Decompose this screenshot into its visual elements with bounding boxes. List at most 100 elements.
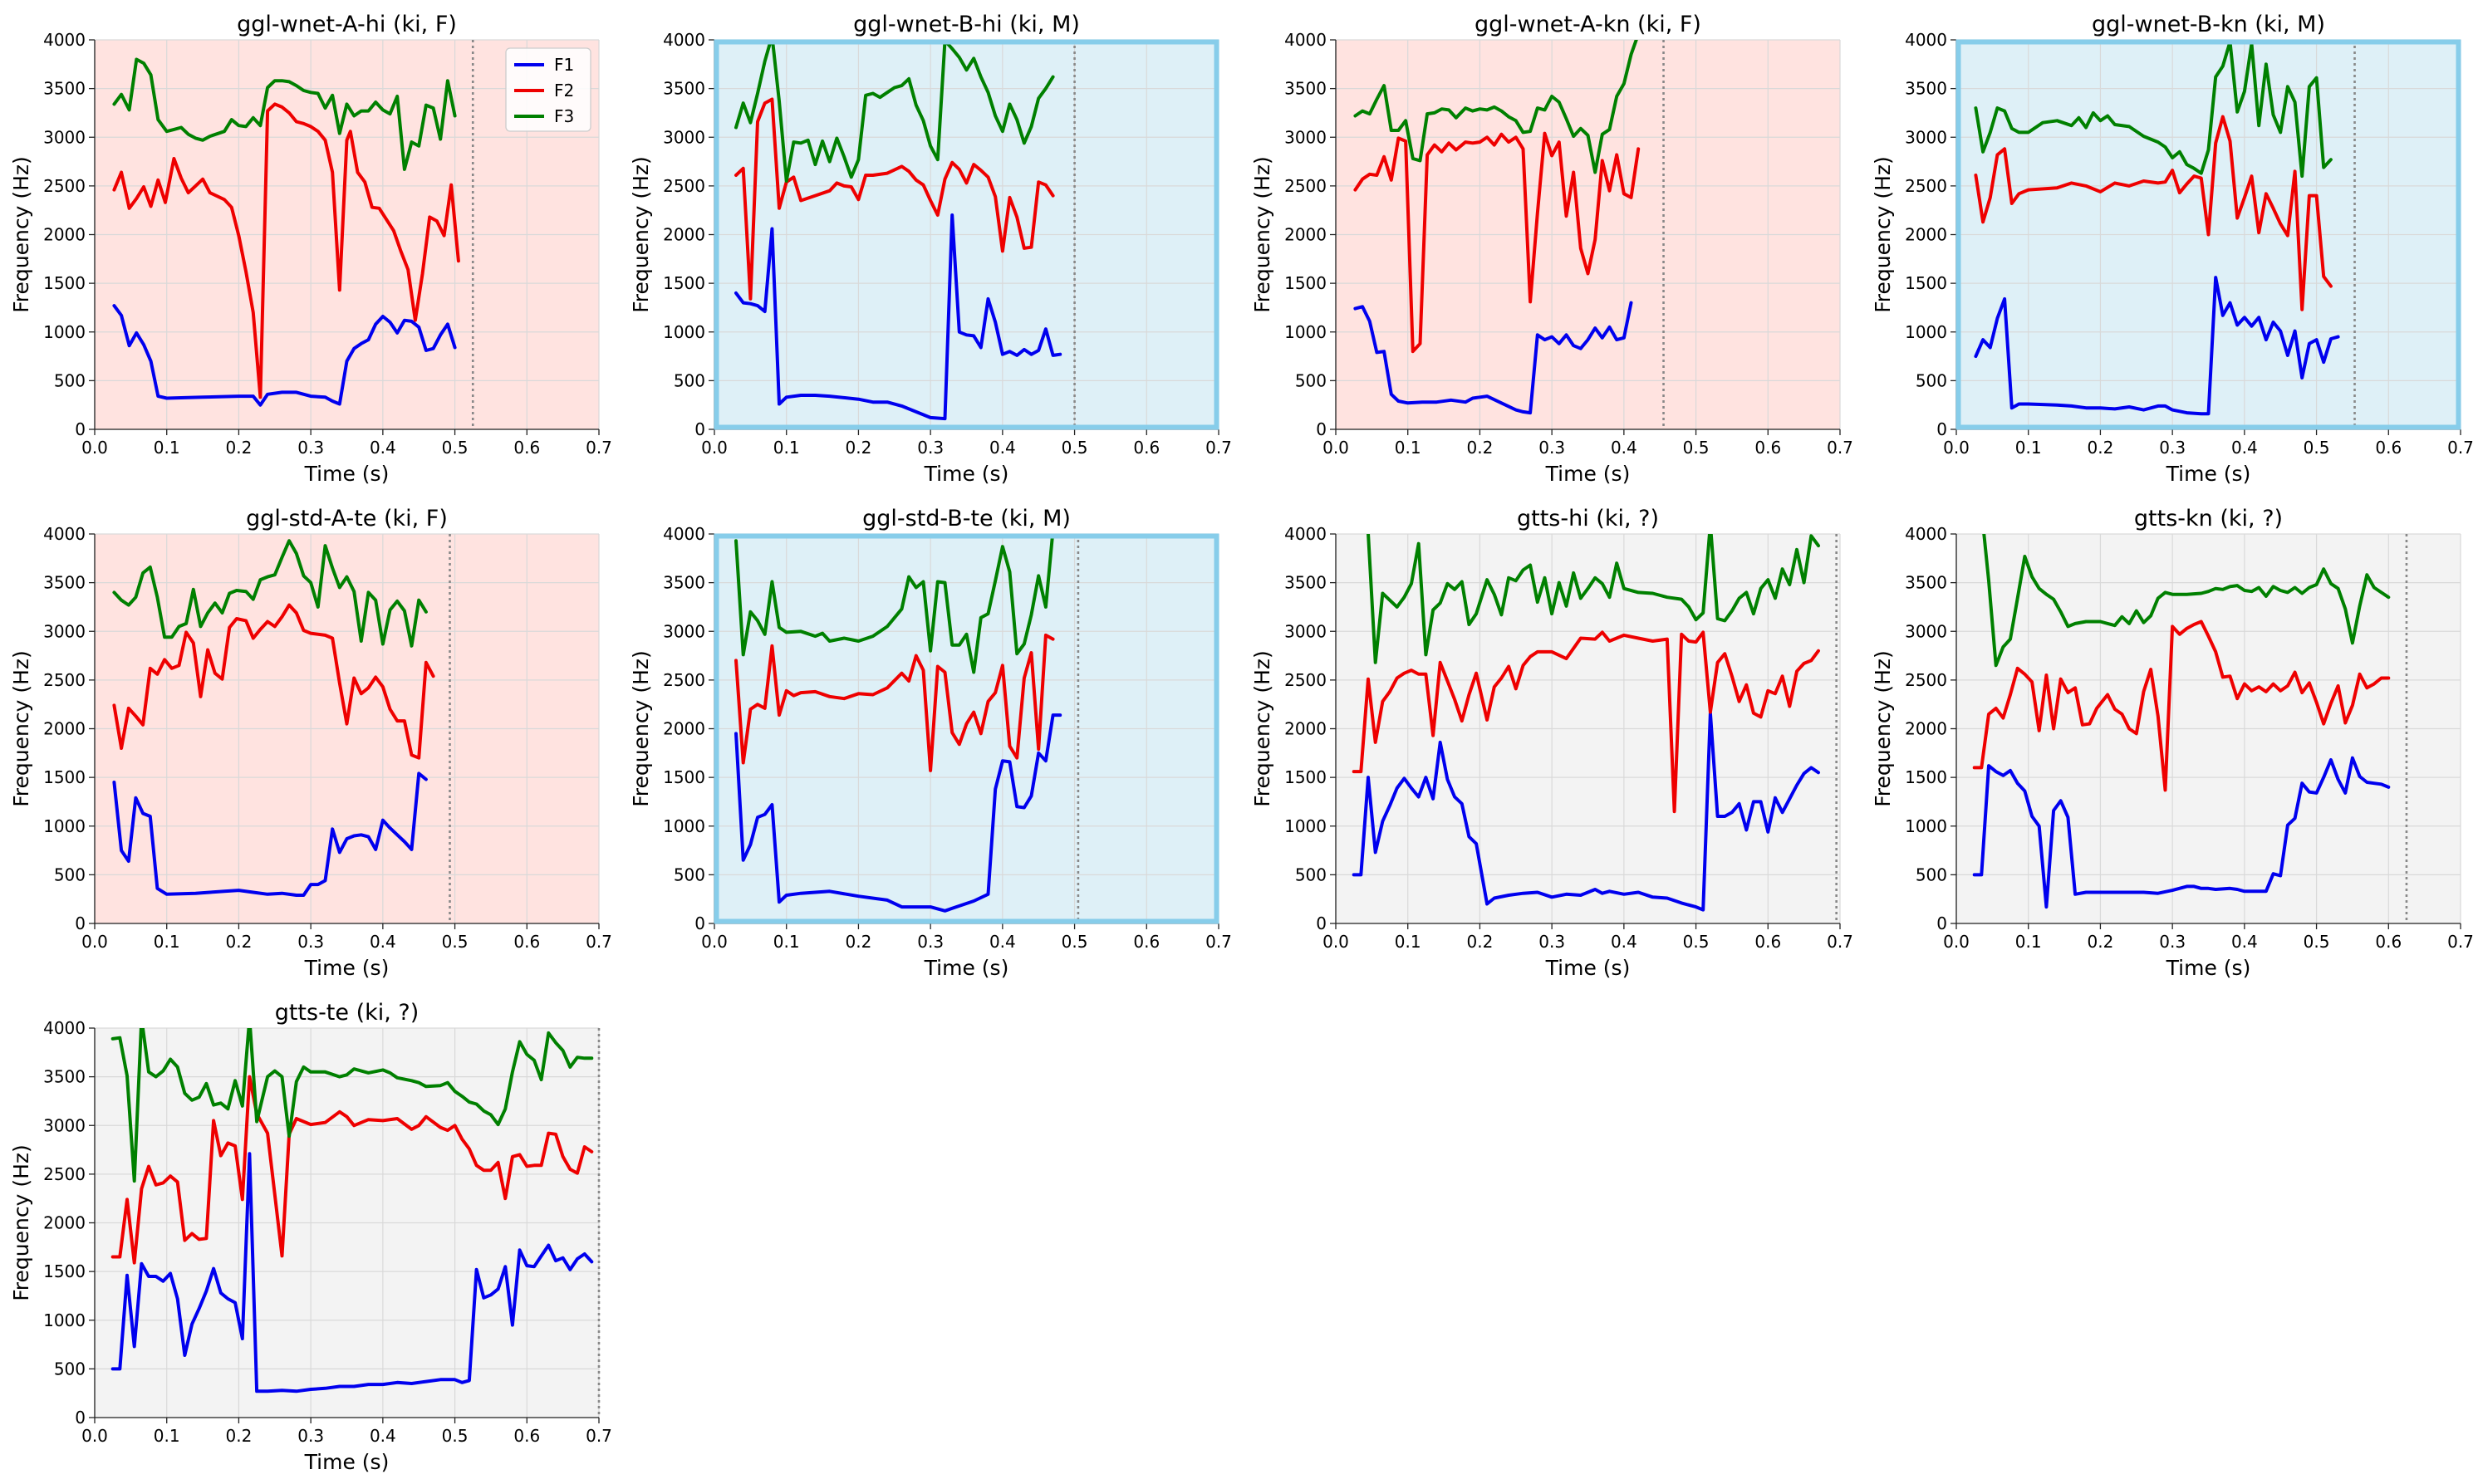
chart-9-y-tick-label: 3000 [43,1115,86,1135]
chart-6-y-tick-label: 2000 [663,719,705,739]
chart-3-series-f3 [1353,40,1638,174]
chart-8-x-tick-label: 0.7 [2447,932,2474,952]
chart-1-x-tick-label: 0.4 [370,438,396,458]
chart-1-y-label: Frequency (Hz) [9,156,33,313]
chart-2-title: ggl-wnet-B-hi (ki, M) [853,12,1080,37]
chart-5-x-tick-label: 0.1 [154,932,180,952]
chart-8-x-tick-label: 0.6 [2375,932,2402,952]
chart-9: 0.0 0.1 0.2 0.3 0.4 0.5 0.6 0.7 0 500 1000 1500 2000… [9,1000,612,1474]
chart-8-series-f2 [1972,620,2391,792]
chart-6-highlight-border [714,533,1219,924]
chart-7-x-tick-label: 0.3 [1538,932,1565,952]
chart-6-x-label: Time (s) [924,956,1009,980]
chart-5-title: ggl-std-A-te (ki, F) [246,506,448,531]
chart-6-x-tick-label: 0.0 [701,932,728,952]
chart-9-x-tick-label: 0.0 [81,1426,108,1446]
chart-8-y-tick-label: 2500 [1905,670,1947,690]
chart-4-x-tick-label: 0.6 [2375,438,2402,458]
chart-3-y-tick-label: 2500 [1284,176,1327,196]
chart-7-x-tick-label: 0.1 [1395,932,1421,952]
chart-9-x-tick-label: 0.6 [513,1426,540,1446]
chart-6-y-tick-label: 2500 [663,670,705,690]
chart-7-y-label: Frequency (Hz) [1250,650,1274,807]
chart-7-x-tick-label: 0.6 [1754,932,1781,952]
chart-3: 0.0 0.1 0.2 0.3 0.4 0.5 0.6 0.7 0 500 1000 1500 2000… [1250,12,1853,486]
chart-2-y-label: Frequency (Hz) [629,156,653,313]
chart-6-x-tick-label: 0.6 [1133,932,1160,952]
chart-7-x-tick-label: 0.2 [1467,932,1494,952]
chart-3-y-tick-label: 0 [1316,419,1327,439]
chart-9-y-label: Frequency (Hz) [9,1144,33,1301]
chart-4-y-tick-label: 2000 [1905,225,1947,245]
chart-3-x-tick-label: 0.6 [1754,438,1781,458]
chart-1-x-tick-label: 0.3 [297,438,324,458]
chart-8-y-tick-label: 0 [1936,913,1947,933]
chart-6-series-f3 [734,534,1055,674]
chart-3-series-f2 [1353,131,1641,354]
chart-9-series-f1 [110,1152,594,1393]
chart-1-y-tick-label: 4000 [43,30,86,50]
chart-5-y-tick-label: 1500 [43,767,86,787]
chart-3-x-tick-label: 0.3 [1538,438,1565,458]
chart-4-title: ggl-wnet-B-kn (ki, M) [2092,12,2325,37]
chart-7-series-f2 [1352,630,1820,814]
chart-2-x-tick-label: 0.5 [1062,438,1088,458]
chart-4-x-tick-label: 0.4 [2231,438,2258,458]
chart-3-x-tick-label: 0.4 [1611,438,1637,458]
chart-9-y-tick-label: 1000 [43,1310,86,1330]
chart-7-y-tick-label: 0 [1316,913,1327,933]
chart-3-x-tick-label: 0.0 [1322,438,1349,458]
chart-7-y-tick-label: 1500 [1284,767,1327,787]
chart-4-series-f2 [1974,115,2333,311]
chart-8-y-tick-label: 3500 [1905,573,1947,593]
chart-6-y-tick-label: 500 [674,864,705,884]
chart-9-x-tick-label: 0.5 [442,1426,469,1446]
chart-2-x-tick-label: 0.4 [989,438,1016,458]
chart-8-x-tick-label: 0.0 [1943,932,1970,952]
chart-5-y-tick-label: 3000 [43,621,86,641]
chart-6-y-tick-label: 3000 [663,621,705,641]
chart-4-y-tick-label: 4000 [1905,30,1947,50]
chart-1-y-tick-label: 2500 [43,176,86,196]
chart-1-series-f1 [112,304,457,407]
chart-9-y-tick-label: 3500 [43,1067,86,1087]
chart-2-highlight-border [714,39,1219,430]
chart-7-x-tick-label: 0.0 [1322,932,1349,952]
chart-3-y-tick-label: 3500 [1284,79,1327,99]
chart-6: 0.0 0.1 0.2 0.3 0.4 0.5 0.6 0.7 0 500 1000 1500 2000… [629,506,1232,980]
chart-2-y-tick-label: 3000 [663,127,705,147]
chart-2-x-tick-label: 0.6 [1133,438,1160,458]
chart-5-series-group [112,539,435,897]
chart-5: 0.0 0.1 0.2 0.3 0.4 0.5 0.6 0.7 0 500 1000 1500 2000… [9,506,612,980]
chart-1-legend-label-f2: F2 [554,81,574,100]
chart-9-title: gtts-te (ki, ?) [275,1000,420,1026]
chart-9-x-tick-label: 0.2 [226,1426,253,1446]
chart-6-x-tick-label: 0.1 [773,932,800,952]
chart-2-x-tick-label: 0.3 [917,438,944,458]
chart-4-series-group [1974,40,2340,416]
chart-7-x-tick-label: 0.5 [1683,932,1710,952]
chart-4-y-tick-label: 3500 [1905,79,1947,99]
chart-3-y-tick-label: 500 [1295,370,1327,390]
chart-9-x-tick-label: 0.4 [370,1426,396,1446]
chart-7-y-tick-label: 500 [1295,864,1327,884]
chart-2-series-f2 [734,97,1055,301]
chart-2-x-tick-label: 0.7 [1205,438,1232,458]
chart-7-title: gtts-hi (ki, ?) [1517,506,1659,531]
chart-5-x-tick-label: 0.0 [81,932,108,952]
chart-6-x-tick-label: 0.2 [846,932,872,952]
chart-6-y-tick-label: 3500 [663,573,705,593]
chart-2-y-tick-label: 4000 [663,30,705,50]
chart-1-y-tick-label: 1000 [43,322,86,342]
chart-3-x-label: Time (s) [1545,462,1631,486]
chart-5-y-tick-label: 2500 [43,670,86,690]
chart-1-title: ggl-wnet-A-hi (ki, F) [237,12,457,37]
chart-2-x-tick-label: 0.2 [846,438,872,458]
chart-4-series-f3 [1974,40,2333,179]
chart-8-y-tick-label: 500 [1916,864,1947,884]
chart-8-x-tick-label: 0.4 [2231,932,2258,952]
chart-3-y-tick-label: 4000 [1284,30,1327,50]
chart-9-series-f3 [110,1028,594,1183]
chart-7-x-label: Time (s) [1545,956,1631,980]
chart-8: 0.0 0.1 0.2 0.3 0.4 0.5 0.6 0.7 0 500 1000 1500 2000… [1871,506,2474,980]
